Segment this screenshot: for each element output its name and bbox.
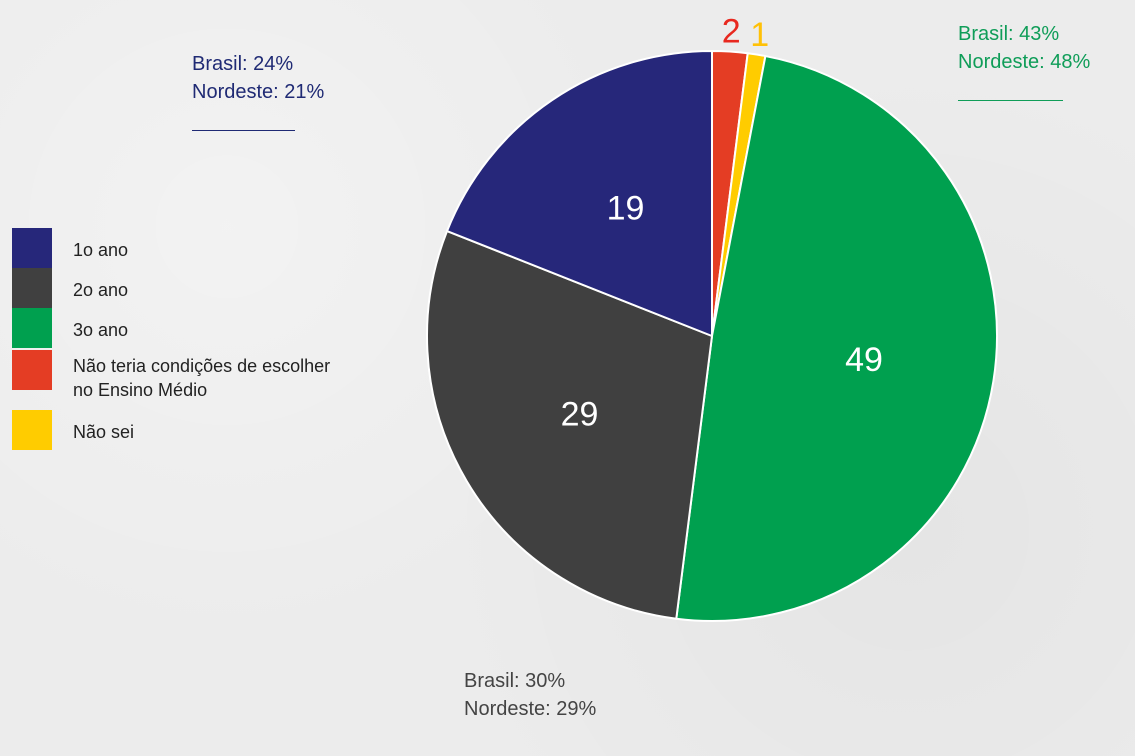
legend-label-3o-ano: 3o ano bbox=[73, 320, 129, 340]
legend-item-nao-sei: Não sei bbox=[12, 410, 342, 450]
legend-swatch-1o-ano bbox=[12, 228, 52, 268]
annotation-1o-ano: Brasil: 24% Nordeste: 21% bbox=[192, 50, 324, 131]
annotation-3o-ano: Brasil: 43% Nordeste: 48% bbox=[958, 20, 1090, 101]
annotation-1o-ano-rule bbox=[192, 130, 295, 131]
pie-slice-3o-ano bbox=[675, 55, 998, 622]
legend-label-1o-ano: 1o ano bbox=[73, 240, 129, 260]
annotation-3o-ano-line2: Nordeste: 48% bbox=[958, 51, 1091, 73]
data-label-3o-ano: 49 bbox=[845, 341, 883, 379]
legend-swatch-3o-ano bbox=[12, 308, 52, 348]
annotation-2o-ano: Brasil: 30% Nordeste: 29% bbox=[464, 667, 596, 723]
legend-item-3o-ano: 3o ano bbox=[12, 308, 342, 348]
annotation-2o-ano-line2: Nordeste: 29% bbox=[464, 698, 597, 720]
data-label-1o-ano: 19 bbox=[607, 190, 645, 228]
legend-label-nao-sei: Não sei bbox=[73, 422, 135, 442]
pie-slice-1o-ano bbox=[446, 50, 713, 337]
legend-label-nao-teria: Não teria condições de escolher no Ensin… bbox=[73, 356, 331, 400]
legend: 1o ano 2o ano 3o ano Não teria condições… bbox=[12, 228, 342, 450]
data-label-2o-ano: 29 bbox=[561, 395, 599, 433]
data-label-nao-sei: 1 bbox=[750, 16, 769, 54]
annotation-3o-ano-rule bbox=[958, 100, 1063, 101]
data-label-nao-teria-condicoes-de-escolher-no-ensino-medio: 2 bbox=[722, 13, 741, 51]
annotation-2o-ano-line1: Brasil: 30% bbox=[464, 670, 566, 692]
legend-item-2o-ano: 2o ano bbox=[12, 268, 342, 308]
legend-swatch-nao-teria bbox=[12, 350, 52, 390]
legend-item-1o-ano: 1o ano bbox=[12, 228, 342, 268]
legend-item-nao-teria: Não teria condições de escolher no Ensin… bbox=[12, 348, 342, 410]
annotation-1o-ano-line1: Brasil: 24% bbox=[192, 53, 294, 75]
legend-swatch-nao-sei bbox=[12, 410, 52, 450]
legend-swatch-2o-ano bbox=[12, 268, 52, 308]
pie-slice-2o-ano bbox=[426, 230, 713, 620]
annotation-1o-ano-line2: Nordeste: 21% bbox=[192, 81, 325, 103]
annotation-3o-ano-line1: Brasil: 43% bbox=[958, 23, 1060, 45]
legend-label-2o-ano: 2o ano bbox=[73, 280, 129, 300]
